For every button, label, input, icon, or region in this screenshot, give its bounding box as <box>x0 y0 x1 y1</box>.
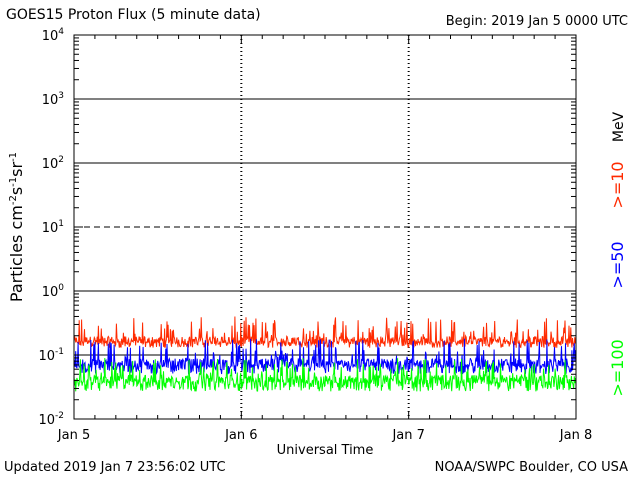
y-tick-label: 100 <box>42 283 65 300</box>
y-tick-label: 103 <box>42 91 64 108</box>
y-tick-label: 10-1 <box>38 347 64 364</box>
series-layer <box>73 316 577 392</box>
ticks-layer <box>73 35 577 420</box>
y-tick-label: 102 <box>42 155 64 172</box>
x-axis-title: Universal Time <box>277 443 374 458</box>
x-tick-label: Jan 7 <box>391 428 424 443</box>
x-tick-label: Jan 8 <box>559 428 592 443</box>
x-tick-label: Jan 6 <box>224 428 257 443</box>
legend-2: >=50 <box>608 241 627 288</box>
begin-time-label: Begin: 2019 Jan 5 0000 UTC <box>445 14 628 29</box>
series-line <box>73 357 577 392</box>
y-axis-title: Particles cm-2s-1sr-1 <box>7 152 26 302</box>
units-label: MeV <box>611 111 627 142</box>
legend-1: >=10 <box>608 161 627 208</box>
y-tick-label: 101 <box>42 219 64 236</box>
updated-timestamp: Updated 2019 Jan 7 23:56:02 UTC <box>4 460 226 475</box>
grid-layer <box>74 35 576 419</box>
legend-3: >=100 <box>608 339 627 396</box>
y-tick-label: 104 <box>42 27 65 44</box>
series-line <box>73 316 577 349</box>
y-tick-label: 10-2 <box>38 411 64 428</box>
chart-title: GOES15 Proton Flux (5 minute data) <box>6 7 261 23</box>
x-tick-label: Jan 5 <box>57 428 90 443</box>
credit-label: NOAA/SWPC Boulder, CO USA <box>434 460 628 475</box>
